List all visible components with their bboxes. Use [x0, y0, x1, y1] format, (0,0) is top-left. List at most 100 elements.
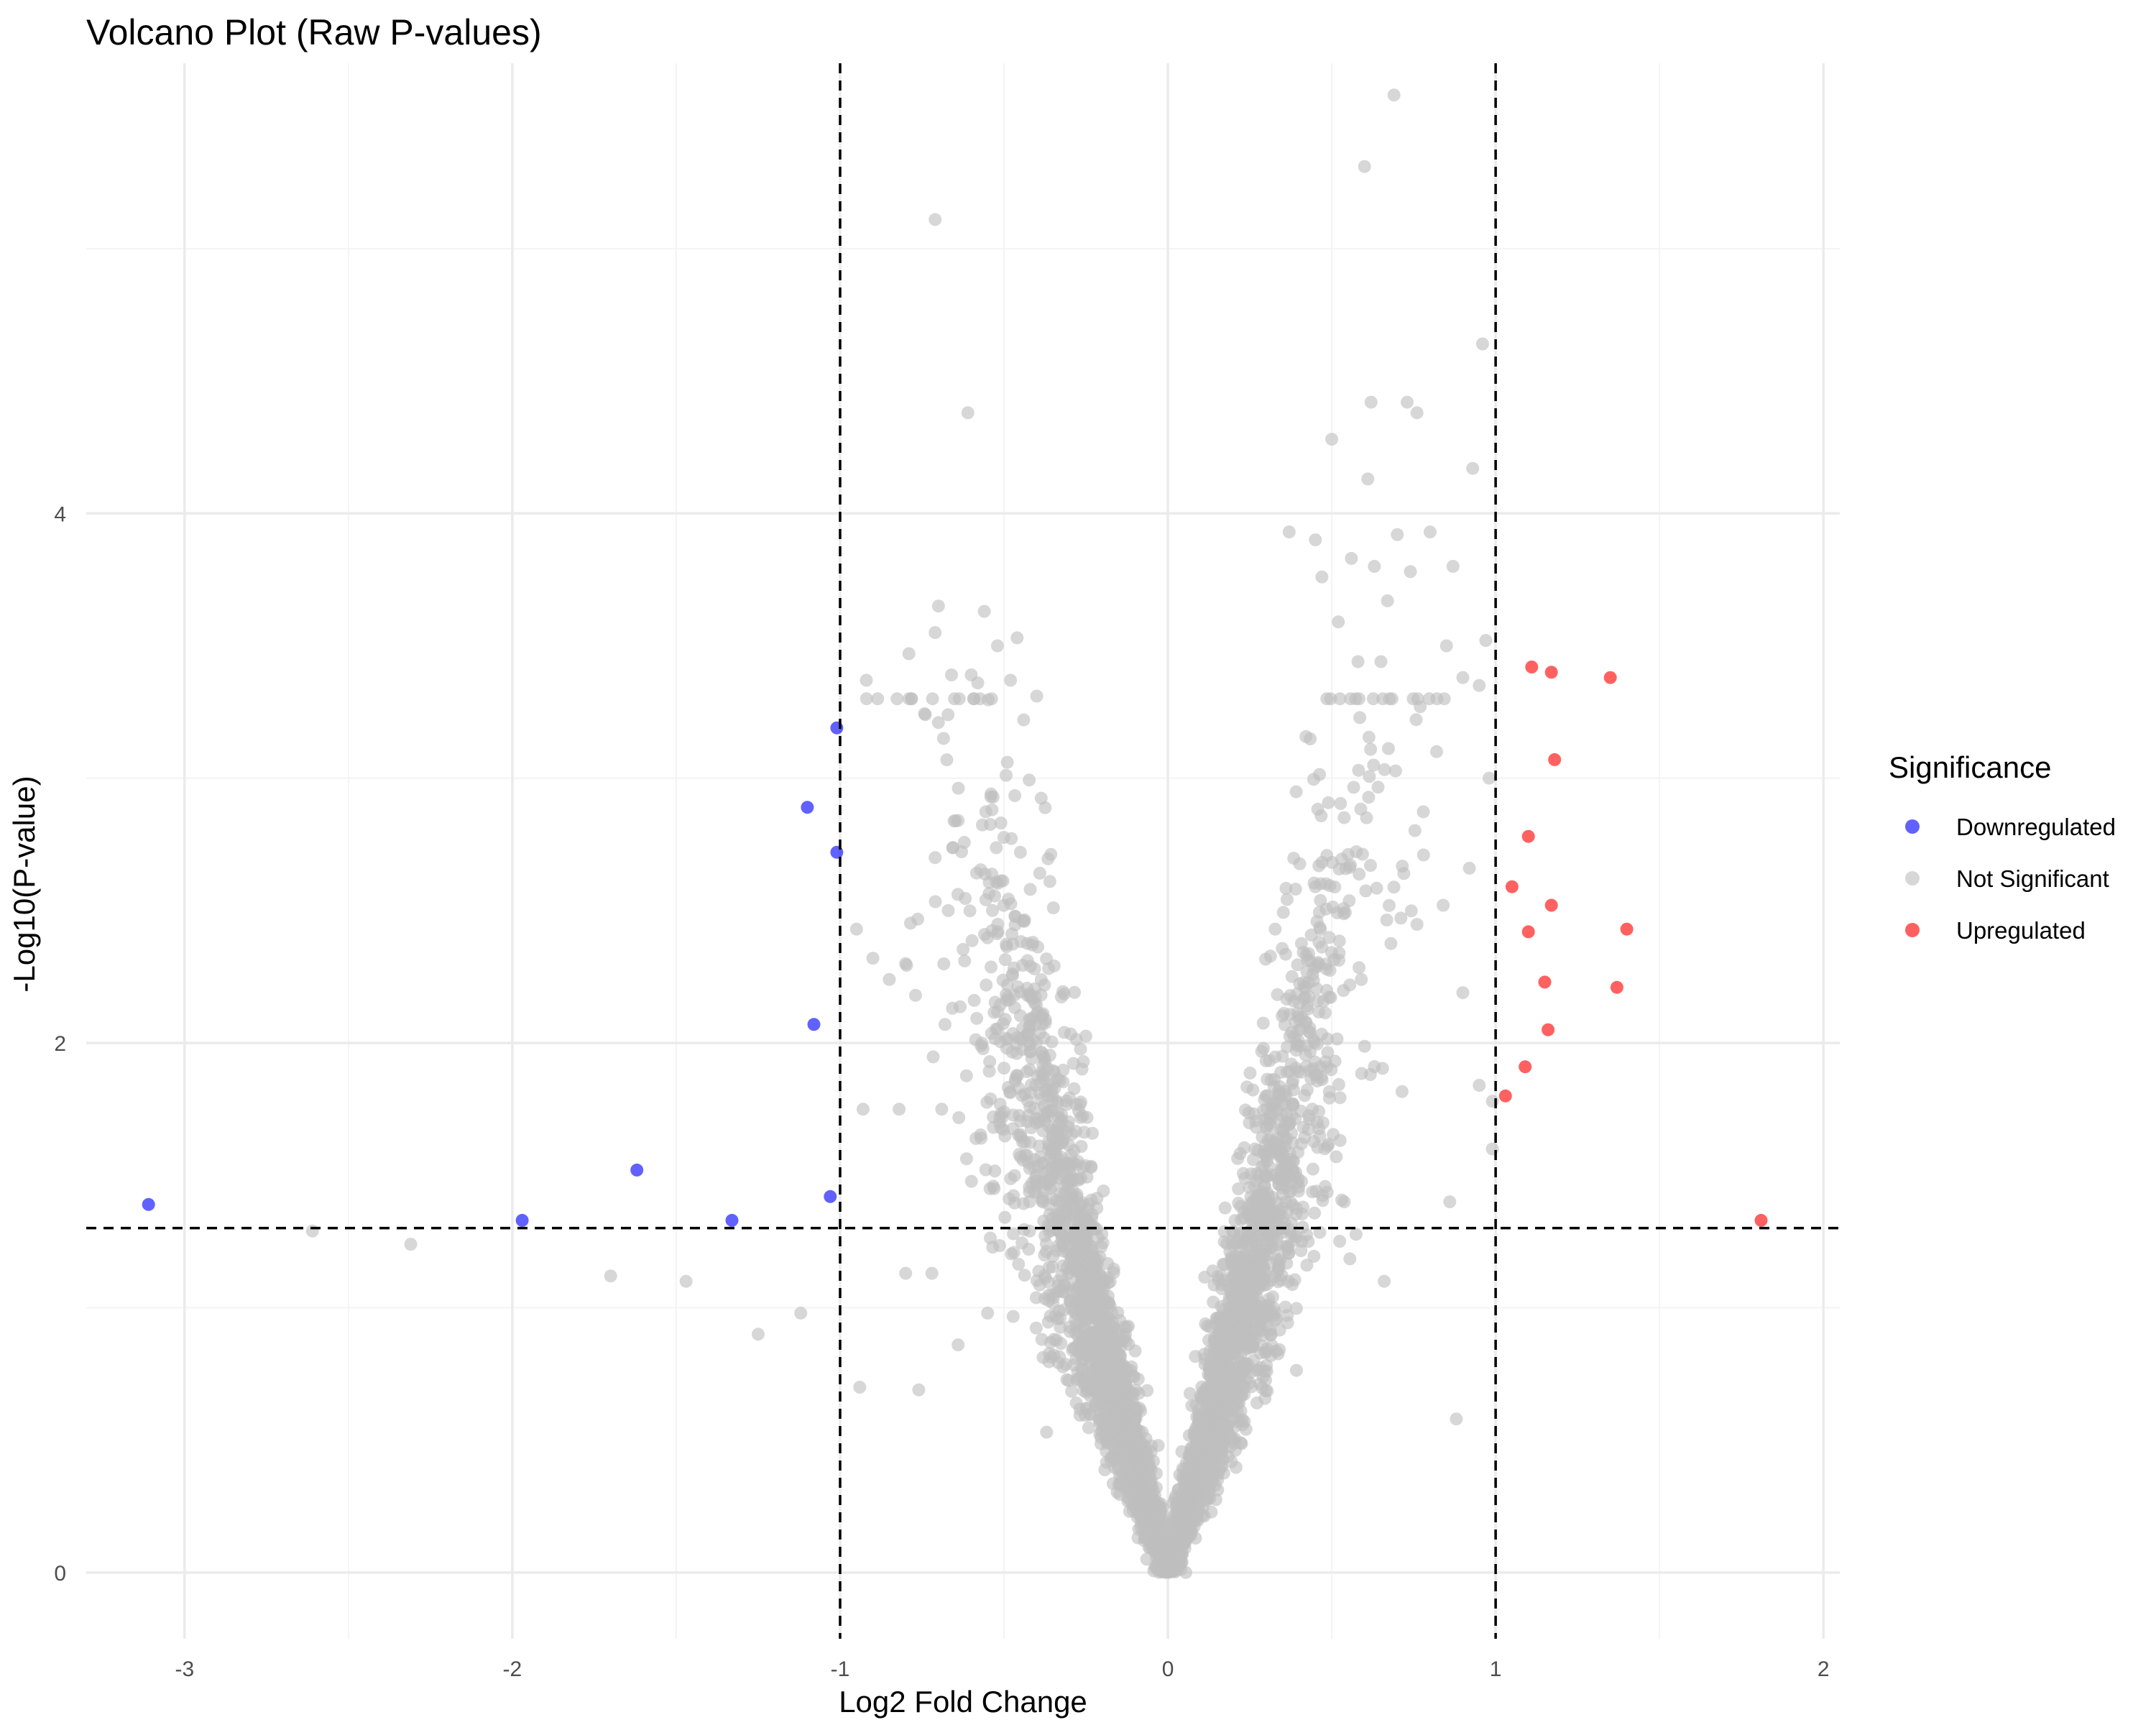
- not-significant-point: [1090, 1192, 1104, 1205]
- not-significant-point: [1204, 1505, 1218, 1519]
- not-significant-point: [1328, 880, 1342, 894]
- not-significant-point: [1279, 1239, 1293, 1253]
- not-significant-point: [1006, 1310, 1020, 1323]
- not-significant-point: [1008, 788, 1022, 802]
- not-significant-point: [1312, 859, 1326, 873]
- not-significant-point: [973, 692, 987, 706]
- not-significant-point: [1307, 773, 1320, 786]
- not-significant-point: [1063, 1320, 1077, 1334]
- not-significant-point: [937, 957, 951, 970]
- not-significant-point: [1234, 1404, 1248, 1417]
- not-significant-point: [1337, 902, 1350, 916]
- not-significant-point: [1192, 1451, 1206, 1465]
- not-significant-point: [1307, 1033, 1320, 1046]
- not-significant-point: [1352, 763, 1365, 777]
- not-significant-point: [1023, 1136, 1037, 1149]
- not-significant-point: [1024, 1078, 1038, 1092]
- not-significant-point: [952, 814, 965, 827]
- not-significant-point: [998, 953, 1012, 967]
- not-significant-point: [1223, 1440, 1237, 1453]
- not-significant-point: [1033, 1278, 1046, 1292]
- not-significant-point: [1021, 1094, 1035, 1108]
- not-significant-point: [1279, 881, 1293, 895]
- not-significant-point: [1395, 1085, 1409, 1098]
- not-significant-point: [1311, 960, 1325, 973]
- not-significant-point: [1003, 1086, 1017, 1100]
- not-significant-point: [1359, 884, 1373, 898]
- not-significant-point: [305, 1224, 319, 1238]
- not-significant-point: [1036, 1124, 1050, 1138]
- not-significant-point: [938, 1018, 952, 1031]
- not-significant-point: [1351, 655, 1365, 668]
- not-significant-point: [991, 925, 1005, 939]
- x-tick-label: 1: [1490, 1657, 1502, 1681]
- not-significant-point: [1105, 1345, 1119, 1358]
- y-tick-label: 2: [54, 1032, 66, 1056]
- not-significant-point: [899, 1266, 913, 1280]
- not-significant-point: [1404, 565, 1417, 579]
- not-significant-point: [1261, 1089, 1274, 1103]
- not-significant-point: [1046, 1131, 1060, 1144]
- not-significant-point: [959, 892, 972, 905]
- not-significant-point: [1178, 1478, 1192, 1492]
- not-significant-point: [996, 973, 1010, 987]
- not-significant-point: [1045, 1035, 1059, 1049]
- not-significant-point: [1321, 1046, 1335, 1059]
- y-tick-label: 0: [54, 1562, 66, 1586]
- not-significant-point: [1437, 898, 1450, 912]
- not-significant-point: [1076, 1308, 1089, 1322]
- not-significant-point: [1337, 984, 1350, 998]
- not-significant-point: [1091, 1230, 1105, 1244]
- upregulated-point: [1544, 666, 1558, 679]
- not-significant-point: [952, 1338, 965, 1352]
- x-tick-label: 2: [1818, 1657, 1830, 1681]
- legend-key: [1905, 871, 1920, 886]
- not-significant-point: [1074, 1140, 1088, 1153]
- not-significant-point: [1322, 1085, 1336, 1098]
- not-significant-point: [1228, 1214, 1242, 1228]
- legend-label: Upregulated: [1956, 917, 2086, 944]
- not-significant-point: [1044, 847, 1058, 861]
- not-significant-point: [1286, 1164, 1300, 1177]
- not-significant-point: [1040, 1245, 1053, 1259]
- not-significant-point: [1387, 88, 1401, 102]
- not-significant-point: [1195, 1463, 1209, 1476]
- not-significant-point: [994, 816, 1008, 829]
- not-significant-point: [1250, 1396, 1263, 1409]
- not-significant-point: [1207, 1295, 1220, 1309]
- not-significant-point: [1277, 1006, 1291, 1020]
- not-significant-point: [1252, 1363, 1266, 1377]
- not-significant-point: [1010, 1031, 1024, 1044]
- not-significant-point: [998, 1210, 1012, 1224]
- not-significant-point: [1280, 893, 1294, 906]
- not-significant-point: [1483, 771, 1496, 785]
- not-significant-point: [1015, 1236, 1029, 1250]
- not-significant-point: [1072, 1240, 1086, 1254]
- x-tick-label: 0: [1162, 1657, 1174, 1681]
- not-significant-point: [1410, 918, 1424, 932]
- downregulated-point: [515, 1213, 529, 1227]
- not-significant-point: [981, 1306, 995, 1320]
- not-significant-point: [1383, 692, 1396, 706]
- not-significant-point: [871, 692, 885, 706]
- not-significant-point: [959, 1069, 973, 1082]
- not-significant-point: [1238, 1141, 1251, 1154]
- not-significant-point: [1183, 1386, 1197, 1400]
- upregulated-point: [1610, 980, 1623, 994]
- not-significant-point: [1126, 1460, 1140, 1473]
- not-significant-point: [1043, 875, 1056, 888]
- not-significant-point: [1263, 1117, 1276, 1130]
- not-significant-point: [1332, 1077, 1345, 1091]
- not-significant-point: [1068, 985, 1082, 999]
- not-significant-point: [1388, 764, 1402, 778]
- upregulated-point: [1548, 753, 1562, 766]
- not-significant-point: [1215, 1460, 1229, 1473]
- not-significant-point: [1087, 1349, 1100, 1363]
- upregulated-point: [1521, 829, 1535, 843]
- not-significant-point: [1045, 1144, 1059, 1157]
- not-significant-point: [957, 942, 970, 956]
- not-significant-point: [1231, 1151, 1245, 1165]
- not-significant-point: [1289, 1230, 1303, 1243]
- not-significant-point: [849, 922, 863, 936]
- not-significant-point: [1114, 1403, 1128, 1417]
